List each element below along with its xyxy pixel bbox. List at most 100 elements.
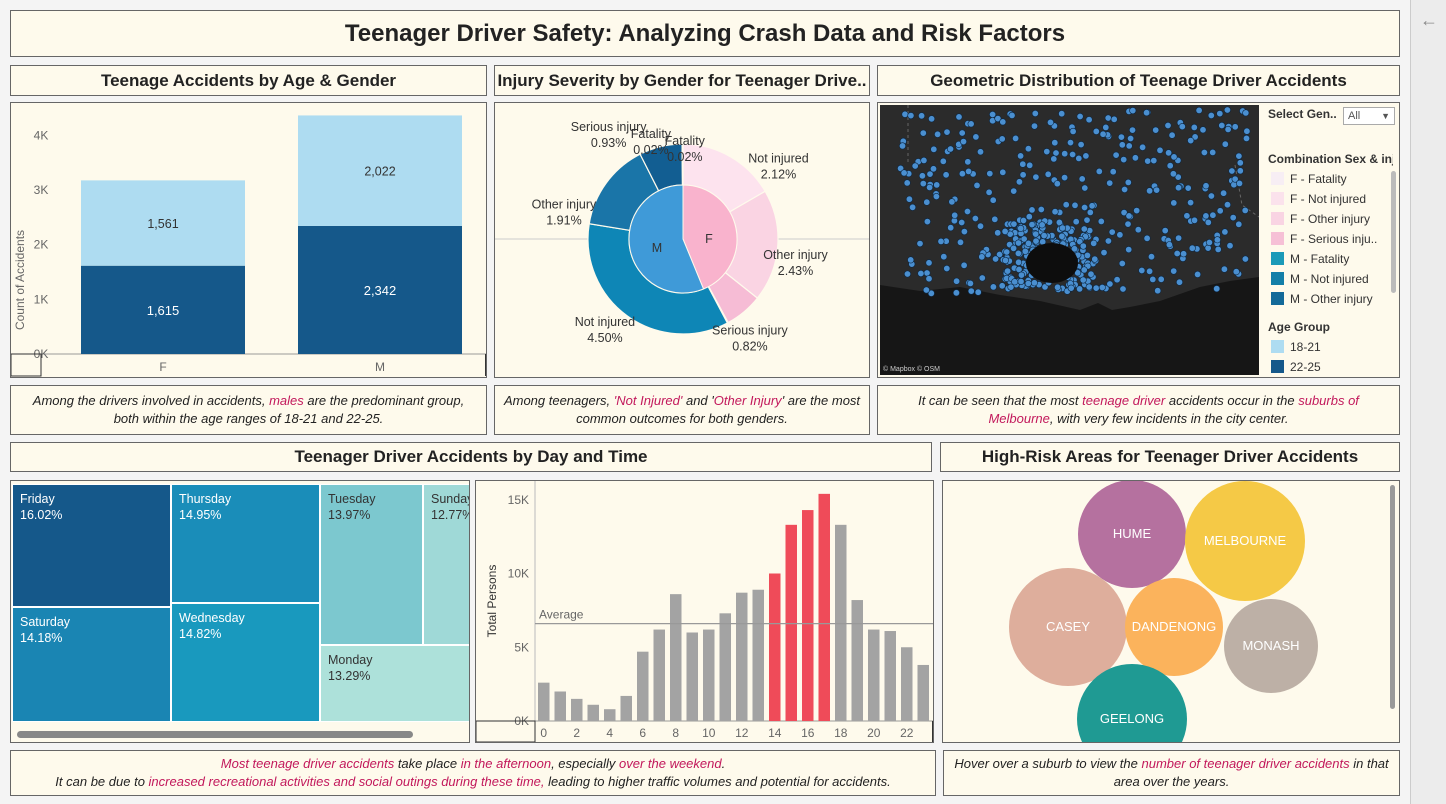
- bar-F-18-21[interactable]: [81, 180, 245, 266]
- bubble-geelong[interactable]: [1077, 664, 1187, 742]
- risk-panel: HUME MELBOURNE CASEY DANDENONG MONASH GEELONG: [942, 480, 1400, 743]
- map-accident-dot: [1165, 149, 1173, 157]
- treemap-cell-wednesday[interactable]: Wednesday 14.82%: [171, 603, 320, 722]
- risk-bubble-chart[interactable]: HUME MELBOURNE CASEY DANDENONG MONASH GEELONG: [943, 481, 1383, 742]
- hour-bar[interactable]: [653, 629, 666, 721]
- pie-inner-slice-M[interactable]: [628, 184, 705, 294]
- map-accident-dot: [919, 129, 927, 137]
- legend-sex-injury-title: Combination Sex & inj: [1268, 152, 1393, 166]
- map-accident-dot: [934, 130, 942, 138]
- map-accident-dot: [1200, 148, 1208, 156]
- treemap-scrollbar[interactable]: [17, 731, 413, 738]
- hour-bar[interactable]: [851, 600, 864, 721]
- legend-item[interactable]: M - Not injured: [1271, 269, 1389, 289]
- legend-item[interactable]: M - Fatality: [1271, 249, 1389, 269]
- treemap-day-label: Tuesday: [328, 492, 376, 506]
- bubble-hume[interactable]: [1078, 481, 1186, 588]
- pie-slice-name: Other injury: [763, 248, 828, 262]
- hour-bar[interactable]: [901, 647, 913, 721]
- hour-bar[interactable]: [637, 651, 649, 721]
- hour-bar[interactable]: [604, 709, 616, 721]
- bar-F-22-25[interactable]: [81, 265, 245, 354]
- map-accident-dot: [1218, 121, 1226, 129]
- map-accident-dot: [996, 251, 1004, 259]
- hour-bar[interactable]: [835, 524, 847, 721]
- treemap-cell-friday[interactable]: Friday 16.02%: [12, 484, 171, 607]
- treemap-pct-label: 14.95%: [179, 508, 222, 522]
- treemap-cell-sunday[interactable]: Sunday 12.77%: [423, 484, 469, 645]
- day-treemap[interactable]: Friday 16.02% Thursday 14.95% Saturday 14.18%…: [12, 484, 469, 722]
- legend-item[interactable]: M - Other injury: [1271, 289, 1389, 309]
- pie-slice-name: Serious injury: [712, 324, 788, 338]
- hour-bar[interactable]: [868, 629, 880, 721]
- legend-scrollbar[interactable]: [1391, 171, 1396, 293]
- hour-bar[interactable]: [818, 493, 831, 721]
- map-accident-dot: [903, 179, 911, 187]
- bubble-dandenong[interactable]: [1125, 578, 1223, 676]
- legend-age-group[interactable]: 18-21 22-25: [1271, 337, 1389, 377]
- map-accident-dot: [1223, 201, 1231, 209]
- hour-bar[interactable]: [752, 589, 765, 721]
- hour-bar[interactable]: [571, 698, 583, 721]
- hour-bar[interactable]: [538, 682, 550, 721]
- treemap-cell-monday[interactable]: Monday 13.29%: [320, 645, 469, 722]
- hour-bar[interactable]: [670, 594, 682, 721]
- legend-item[interactable]: F - Serious inju..: [1271, 229, 1389, 249]
- x-tick-label: 4: [606, 726, 613, 740]
- caption-highlight: males: [269, 393, 304, 408]
- collapse-arrow-icon[interactable]: ←: [1420, 10, 1438, 30]
- map-accident-dot: [1229, 214, 1237, 222]
- legend-item[interactable]: F - Fatality: [1271, 169, 1389, 189]
- hour-bar[interactable]: [769, 573, 781, 722]
- hour-bar[interactable]: [736, 592, 748, 721]
- treemap-cell-tuesday[interactable]: Tuesday 13.97%: [320, 484, 423, 645]
- map-accident-dot: [958, 170, 966, 178]
- severity-pie-chart[interactable]: F M Not injured 2.12% Other injury 2.43% Serio…: [495, 103, 869, 377]
- y-tick-label: 5K: [514, 640, 529, 654]
- bubble-label: GEELONG: [1100, 711, 1164, 726]
- hour-bar[interactable]: [719, 613, 732, 721]
- hour-bar[interactable]: [587, 704, 600, 721]
- treemap-cell-thursday[interactable]: Thursday 14.95%: [171, 484, 320, 603]
- bar-M-18-21[interactable]: [298, 115, 462, 226]
- hour-bar[interactable]: [802, 510, 814, 721]
- map-accident-dot: [964, 208, 972, 216]
- map-accident-dot: [1183, 212, 1191, 220]
- map-accident-dot: [1067, 284, 1075, 292]
- age-gender-chart[interactable]: Count of Accidents 0K1K2K3K4K1,6151,561F…: [11, 103, 486, 377]
- hour-bar[interactable]: [884, 631, 897, 721]
- risk-scrollbar[interactable]: [1390, 485, 1395, 709]
- bubble-monash[interactable]: [1224, 599, 1318, 693]
- hour-bar[interactable]: [785, 524, 798, 721]
- geo-caption: It can be seen that the most teenage dri…: [877, 385, 1400, 435]
- geo-map[interactable]: © Mapbox © OSM: [880, 105, 1259, 375]
- legend-item[interactable]: F - Not injured: [1271, 189, 1389, 209]
- pie-inner-slice-F[interactable]: [682, 184, 738, 290]
- hour-bar[interactable]: [686, 632, 699, 722]
- chevron-down-icon: ▼: [1381, 111, 1390, 121]
- map-accident-dot: [1226, 242, 1234, 250]
- legend-sex-injury[interactable]: F - Fatality F - Not injured F - Other inj…: [1271, 169, 1389, 309]
- map-accident-dot: [939, 157, 947, 165]
- map-accident-dot: [1069, 127, 1077, 135]
- hour-bar[interactable]: [703, 629, 715, 721]
- hour-bar[interactable]: [620, 695, 633, 721]
- y-tick-label: 10K: [508, 567, 529, 581]
- bar-M-22-25[interactable]: [298, 225, 462, 354]
- bubble-casey[interactable]: [1009, 568, 1127, 686]
- hour-bar[interactable]: [917, 664, 930, 721]
- map-accident-dot: [1079, 276, 1087, 284]
- bubble-melbourne[interactable]: [1185, 481, 1305, 601]
- map-accident-dot: [1170, 199, 1178, 207]
- gender-select[interactable]: All ▼: [1343, 107, 1395, 125]
- x-tick-label: 6: [639, 726, 646, 740]
- hour-bar[interactable]: [554, 691, 567, 722]
- map-accident-dot: [965, 167, 973, 175]
- legend-item[interactable]: 22-25: [1271, 357, 1389, 377]
- legend-item[interactable]: F - Other injury: [1271, 209, 1389, 229]
- legend-item[interactable]: 18-21: [1271, 337, 1389, 357]
- treemap-cell-saturday[interactable]: Saturday 14.18%: [12, 607, 171, 722]
- map-accident-dot: [1020, 235, 1028, 243]
- pie-slice-pct: 2.43%: [778, 264, 813, 278]
